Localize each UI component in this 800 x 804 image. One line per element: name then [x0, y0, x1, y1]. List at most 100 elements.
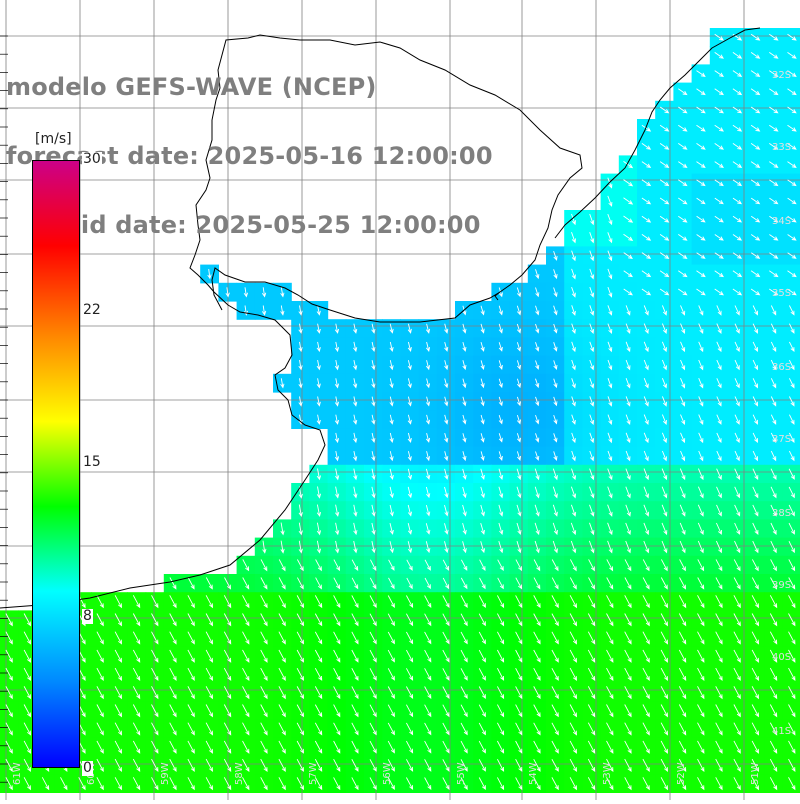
wind-arrow [151, 722, 159, 736]
wind-arrow [769, 288, 779, 296]
wind-arrow [641, 215, 652, 223]
wind-arrow [114, 613, 122, 627]
wind-arrow [497, 704, 505, 718]
wind-arrow [462, 486, 467, 499]
wind-arrow [607, 450, 613, 462]
wind-arrow [444, 360, 449, 371]
wind-arrow [769, 704, 778, 718]
wind-arrow [770, 468, 777, 481]
wind-arrow [369, 577, 377, 590]
wind-arrow [788, 613, 796, 627]
wind-arrow [624, 777, 632, 791]
wind-arrow [498, 451, 503, 462]
wind-arrow [661, 504, 668, 517]
wind-arrow [371, 341, 376, 352]
wind-arrow [23, 613, 31, 627]
wind-arrow [334, 323, 340, 334]
wind-arrow [389, 504, 394, 517]
wind-arrow [734, 359, 740, 371]
wind-arrow [498, 323, 503, 334]
wind-arrow [587, 649, 596, 663]
wind-arrow [732, 52, 743, 59]
wind-arrow [114, 722, 122, 736]
wind-arrow [624, 704, 632, 718]
wind-arrow [698, 359, 704, 371]
wind-arrow [770, 378, 777, 389]
lat-label: 38S [772, 508, 791, 519]
wind-arrow [752, 468, 759, 481]
wind-arrow [551, 722, 559, 736]
wind-arrow [679, 486, 686, 499]
wind-arrow [625, 450, 631, 462]
wind-arrow [733, 722, 741, 736]
wind-arrow [642, 613, 650, 627]
lon-label: 54W [528, 762, 539, 785]
wind-arrow [296, 740, 304, 754]
wind-arrow [679, 504, 686, 517]
wind-arrow [314, 595, 323, 609]
wind-arrow [698, 305, 704, 316]
wind-arrow [697, 504, 704, 517]
wind-arrow [314, 686, 323, 700]
wind-arrow [334, 414, 340, 425]
wind-arrow [407, 522, 413, 535]
wind-arrow [353, 414, 358, 425]
wind-arrow [424, 649, 432, 663]
wind-arrow [642, 686, 650, 700]
wind-arrow [716, 414, 722, 425]
wind-arrow [732, 88, 743, 96]
wind-arrow [480, 468, 485, 481]
wind-arrow [697, 559, 705, 572]
wind-arrow [770, 305, 777, 316]
wind-arrow [169, 740, 177, 754]
wind-arrow [516, 360, 522, 371]
wind-arrow [715, 595, 723, 609]
wind-arrow [497, 631, 505, 645]
legend-tick-22: 22 [82, 302, 102, 318]
wind-arrow [553, 269, 558, 280]
title-forecast-date: forecast date: 2025-05-16 12:00:00 [6, 142, 493, 170]
wind-arrow [788, 722, 796, 736]
wind-arrow [587, 740, 596, 754]
wind-arrow [751, 777, 759, 791]
color-legend: [m/s] 30 22 15 8 0 [20, 128, 110, 778]
wind-arrow [96, 613, 104, 627]
wind-arrow [479, 577, 486, 590]
wind-arrow [571, 414, 576, 425]
wind-arrow [714, 161, 724, 168]
wind-arrow [444, 414, 449, 425]
wind-arrow [642, 667, 650, 682]
wind-arrow [187, 704, 195, 718]
wind-arrow [260, 704, 268, 718]
wind-arrow [571, 396, 576, 407]
wind-arrow [589, 359, 595, 371]
wind-arrow [624, 740, 632, 754]
wind-arrow [769, 52, 779, 59]
speed-cell [782, 337, 800, 357]
speed-cell [782, 519, 800, 539]
wind-arrow [462, 504, 467, 517]
wind-arrow [697, 740, 705, 754]
wind-arrow [280, 305, 285, 316]
wind-arrow [205, 649, 213, 663]
wind-arrow [606, 631, 614, 645]
wind-arrow [353, 451, 358, 462]
wind-arrow [589, 522, 595, 536]
wind-arrow [298, 305, 303, 316]
wind-arrow [207, 269, 212, 280]
wind-arrow [424, 759, 432, 772]
wind-arrow [769, 758, 778, 773]
speed-cell [782, 392, 800, 411]
wind-arrow [697, 777, 705, 791]
wind-arrow [498, 396, 503, 407]
speed-cell [782, 82, 800, 102]
wind-arrow [516, 433, 522, 443]
wind-arrow [260, 595, 268, 609]
wind-arrow [278, 758, 286, 773]
wind-arrow [425, 432, 431, 443]
wind-arrow [353, 504, 358, 517]
lat-label: 33S [772, 142, 791, 153]
wind-arrow [533, 777, 541, 791]
